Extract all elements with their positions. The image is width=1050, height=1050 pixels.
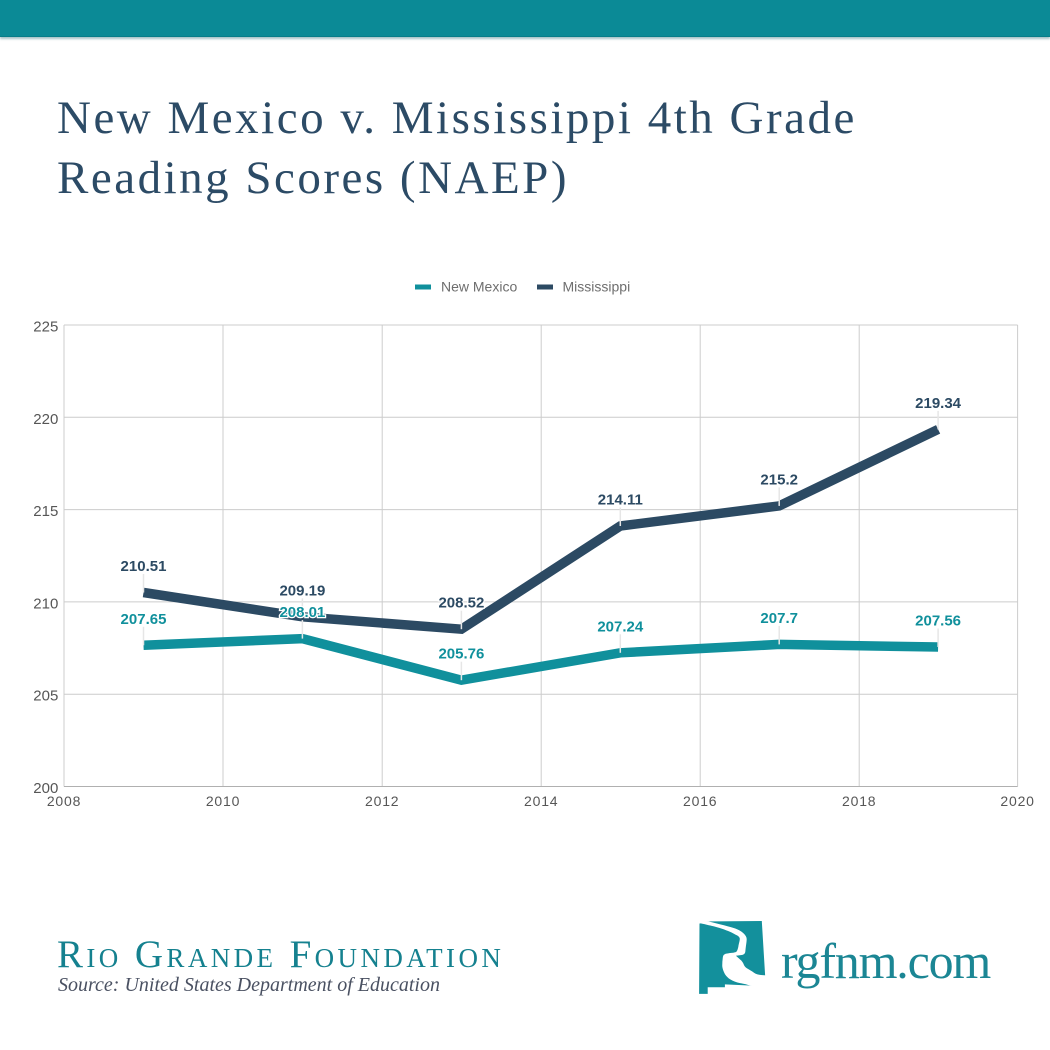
svg-text:2008: 2008 xyxy=(47,793,81,809)
svg-text:208.01: 208.01 xyxy=(279,604,325,621)
svg-text:225: 225 xyxy=(33,319,58,336)
svg-text:219.34: 219.34 xyxy=(915,395,962,412)
svg-text:210: 210 xyxy=(33,595,58,612)
svg-text:207.65: 207.65 xyxy=(121,611,167,628)
svg-text:2012: 2012 xyxy=(365,793,399,809)
svg-text:207.7: 207.7 xyxy=(760,610,798,627)
svg-text:200: 200 xyxy=(33,780,58,797)
svg-text:215.2: 215.2 xyxy=(760,471,798,488)
svg-text:2020: 2020 xyxy=(1000,793,1034,809)
svg-text:2016: 2016 xyxy=(683,793,717,809)
svg-text:2010: 2010 xyxy=(206,793,240,809)
svg-text:2018: 2018 xyxy=(842,793,876,809)
svg-text:220: 220 xyxy=(33,411,58,428)
svg-text:209.19: 209.19 xyxy=(279,582,325,599)
svg-text:210.51: 210.51 xyxy=(121,558,167,575)
svg-text:214.11: 214.11 xyxy=(598,492,643,509)
svg-text:207.24: 207.24 xyxy=(597,618,644,635)
svg-text:205.76: 205.76 xyxy=(438,646,484,663)
svg-text:207.56: 207.56 xyxy=(915,613,961,630)
svg-text:New Mexico: New Mexico xyxy=(441,279,517,295)
svg-text:215: 215 xyxy=(33,503,58,520)
svg-text:208.52: 208.52 xyxy=(438,595,484,612)
svg-text:Mississippi: Mississippi xyxy=(563,279,631,295)
svg-text:205: 205 xyxy=(33,688,58,705)
svg-text:2014: 2014 xyxy=(524,793,558,809)
